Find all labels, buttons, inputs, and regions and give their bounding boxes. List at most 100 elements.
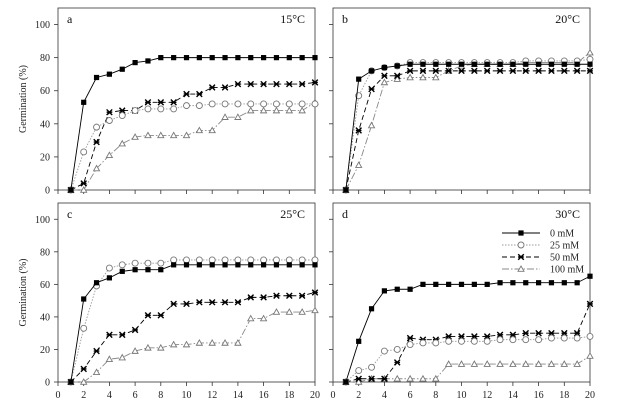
data-point [343,187,349,193]
panel-c: 0 20 40 60 80 100 0 2 4 6 8 10 12 14 16 18 20 Germination… [18,202,320,401]
data-point [509,67,517,75]
data-point [312,262,318,268]
data-point [221,84,229,91]
data-point [406,67,414,75]
data-point [298,256,306,264]
legend-entry: 100 mM [502,265,584,276]
data-point [93,280,100,286]
x-tick-label: 8 [433,390,438,401]
plot-frame [57,7,316,191]
data-point [381,64,387,71]
data-point [432,339,440,347]
data-point [182,131,191,139]
data-point [221,256,229,264]
data-point [195,102,203,110]
data-point [131,259,139,267]
data-point [208,298,216,306]
data-point [536,280,542,286]
data-point [119,268,125,274]
data-point [433,61,439,67]
data-point [419,374,427,382]
data-point [419,339,427,347]
data-point [548,280,555,286]
x-tick-label: 16 [259,390,269,401]
data-point [273,80,280,88]
data-point [118,139,127,147]
data-point [484,61,490,67]
data-point [196,298,203,306]
data-point [131,133,139,140]
data-point [458,67,465,75]
data-point [311,79,319,86]
data-point [80,180,87,187]
data-point [536,61,542,67]
data-point [273,256,280,264]
data-point [208,339,216,346]
series-line [70,82,316,191]
data-point [261,55,267,61]
plot-frame [57,202,316,383]
data-point [586,332,594,340]
data-point [298,308,306,315]
data-point [183,262,190,268]
data-point [221,298,229,306]
legend-marker [517,253,525,261]
data-point [497,280,503,286]
data-point [406,374,414,382]
series-line [345,335,591,383]
data-point [407,61,413,67]
data-point [272,106,281,114]
data-point [144,105,152,113]
data-point [311,100,319,108]
data-point [311,306,319,314]
x-tick-label: 6 [408,390,413,401]
data-point [170,99,177,106]
data-point [394,63,400,69]
data-point [299,55,305,61]
data-point [247,100,255,108]
data-point [394,286,400,292]
data-point [483,333,491,340]
data-point [393,72,401,80]
data-point [368,363,375,371]
data-point [285,308,294,315]
data-point [393,359,401,366]
y-tick-label: 100 [35,20,50,31]
data-point [221,339,229,346]
series-0mm [68,262,318,385]
data-point [106,331,113,339]
series-line [70,103,315,191]
x-tick-label: 2 [356,390,361,401]
data-point [367,121,376,129]
data-point [169,131,178,139]
data-point [260,294,267,301]
series-0mm [343,61,593,193]
data-point [311,256,319,264]
panel-temperature: 20°C [555,12,580,26]
data-point [509,336,517,344]
series-100mm [342,352,594,385]
data-point [446,61,452,67]
legend-label: 100 mM [550,265,584,276]
data-point [298,292,306,300]
data-point [286,55,292,61]
data-point [93,347,100,355]
series-line [70,101,316,191]
data-point [157,343,165,351]
legend-marker [518,230,524,236]
data-point [234,80,242,88]
panel-letter: a [67,12,73,26]
data-point [79,378,88,385]
data-point [522,329,530,337]
data-point [380,347,388,355]
data-point [432,67,440,75]
data-point [548,334,555,342]
data-point [523,280,529,286]
data-point [145,267,151,273]
data-point [259,314,268,322]
data-point [419,73,427,81]
x-tick-label: 18 [559,390,569,401]
data-point [574,61,580,67]
data-point [496,67,504,75]
